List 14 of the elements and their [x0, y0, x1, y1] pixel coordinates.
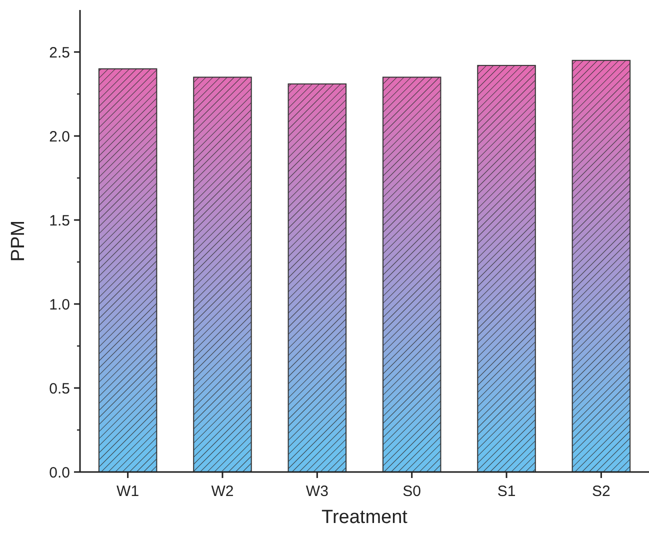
x-tick-label: S1 — [497, 483, 516, 500]
x-tick-label: S2 — [592, 483, 610, 500]
y-tick-label: 0.0 — [49, 464, 70, 482]
y-tick-label: 1.0 — [49, 296, 70, 314]
x-tick-label: W1 — [116, 483, 140, 500]
x-tick-label: W2 — [211, 483, 234, 500]
y-axis-title: PPM — [8, 220, 29, 262]
x-tick-label: W3 — [306, 483, 328, 500]
y-tick-label: 1.5 — [49, 212, 70, 230]
y-tick-label: 2.5 — [49, 44, 70, 62]
y-tick-label: 2.0 — [49, 128, 70, 146]
x-axis-title: Treatment — [322, 507, 408, 528]
y-tick-label: 0.5 — [49, 380, 70, 398]
x-tick-label: S0 — [402, 483, 422, 500]
